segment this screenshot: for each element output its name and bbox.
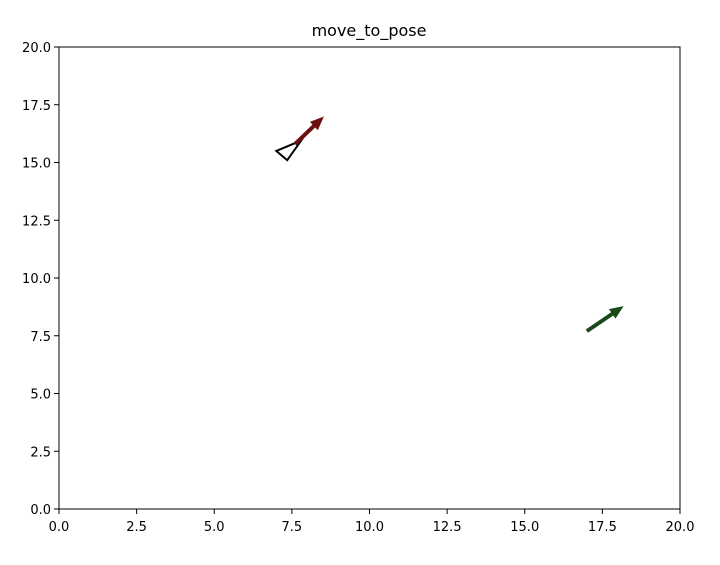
y-tick-label: 5.0 xyxy=(30,388,51,403)
y-tick-label: 20.0 xyxy=(22,41,51,56)
x-tick-label: 15.0 xyxy=(510,520,539,535)
x-tick-label: 12.5 xyxy=(433,520,462,535)
x-tick-label: 0.0 xyxy=(49,520,70,535)
plot-marks xyxy=(274,116,624,333)
pose-arrow xyxy=(585,306,624,333)
x-tick-label: 7.5 xyxy=(282,520,303,535)
pose-arrow-head xyxy=(608,306,624,319)
y-tick-label: 12.5 xyxy=(22,214,51,229)
y-tick-label: 10.0 xyxy=(22,272,51,287)
axis-ticks: 0.0 2.5 5.0 7.5 10.0 12.5 15.0 17.5 20.0 0.0 2.5 5.… xyxy=(22,41,694,535)
x-tick-label: 17.5 xyxy=(588,520,617,535)
y-tick-label: 17.5 xyxy=(22,99,51,114)
pose-arrow xyxy=(293,116,324,146)
x-tick-label: 20.0 xyxy=(666,520,695,535)
chart-title: move_to_pose xyxy=(312,21,427,41)
y-tick-label: 7.5 xyxy=(30,330,51,345)
pose-arrow-head xyxy=(309,116,324,131)
x-tick-label: 2.5 xyxy=(126,520,147,535)
y-tick-label: 2.5 xyxy=(30,445,51,460)
pose-arrow-shaft xyxy=(293,124,316,146)
plot-frame xyxy=(58,46,681,510)
y-tick-label: 0.0 xyxy=(30,503,51,518)
y-tick-label: 15.0 xyxy=(22,157,51,172)
x-tick-label: 10.0 xyxy=(355,520,384,535)
x-tick-label: 5.0 xyxy=(204,520,225,535)
robot-triangle xyxy=(274,138,305,162)
pose-arrow-shaft xyxy=(585,311,614,333)
